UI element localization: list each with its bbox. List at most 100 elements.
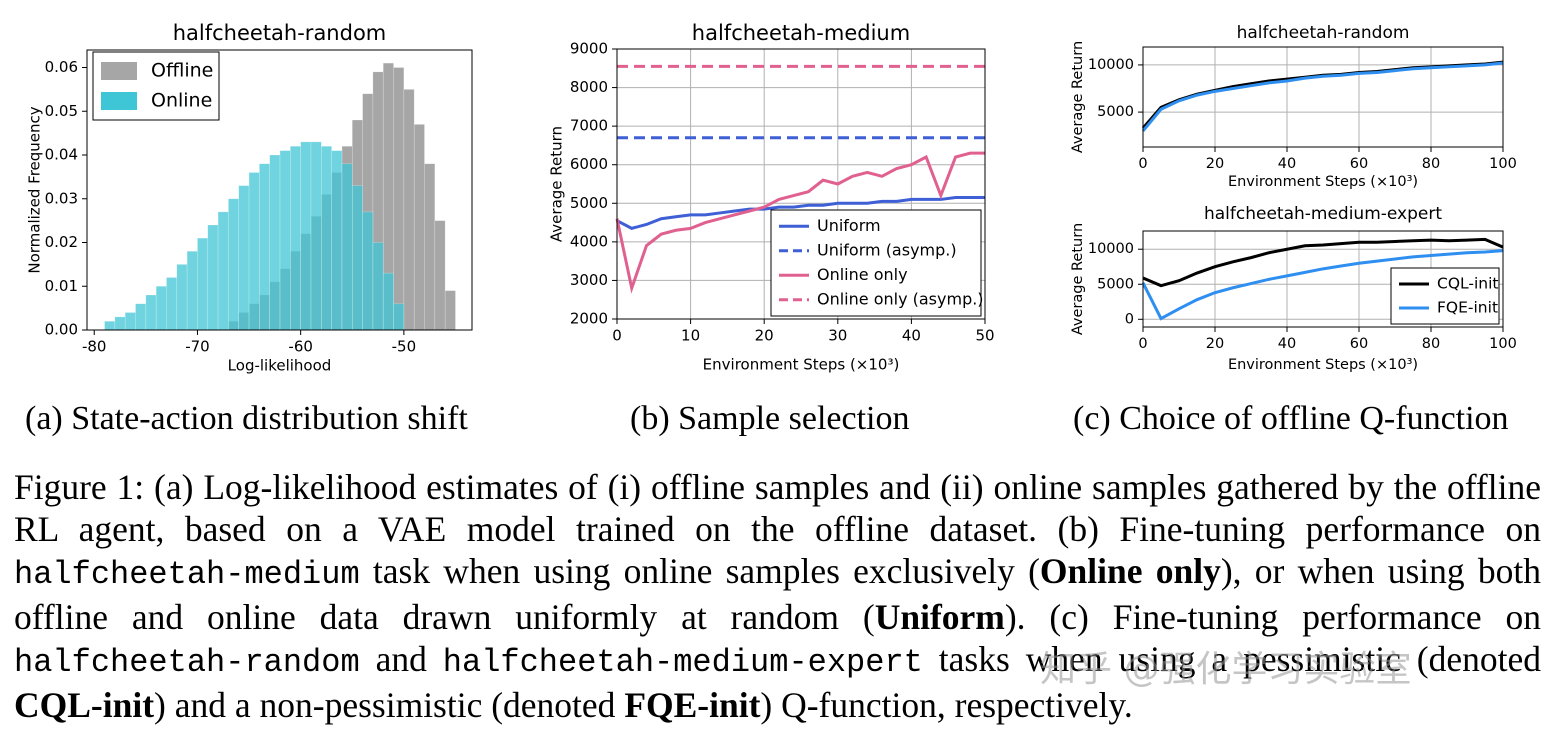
histogram-bar	[155, 285, 167, 331]
line-series	[1141, 61, 1504, 132]
histogram-bar	[424, 163, 436, 331]
y-tick-label: 10000	[1088, 57, 1134, 73]
line-series	[615, 151, 985, 294]
x-tick-label: 60	[1350, 336, 1368, 352]
legend-label: CQL-init	[1437, 275, 1499, 293]
histogram-bar	[434, 220, 446, 331]
caption-text: and	[359, 639, 443, 679]
x-axis-label: Environment Steps (×10³)	[1228, 174, 1418, 190]
histogram-bar	[372, 242, 384, 331]
y-tick-label: 0.04	[45, 146, 78, 164]
watermark: 知乎 @强化学习实验室	[1040, 649, 1412, 690]
histogram-bar	[382, 272, 394, 331]
y-tick-label: 6000	[570, 155, 608, 173]
plot-frame	[86, 49, 473, 331]
chart-title: halfcheetah-medium	[692, 21, 910, 45]
histogram-bar	[135, 303, 147, 331]
y-tick-label: 0.01	[45, 277, 78, 295]
caption-bold: CQL-init	[14, 685, 155, 725]
x-tick-label: 0	[1138, 336, 1147, 352]
line-series	[1141, 249, 1504, 321]
caption-bold: Online only	[1039, 551, 1221, 591]
histogram-bar	[207, 224, 219, 331]
y-tick-label: 4000	[570, 232, 608, 250]
caption-text: ), or when using both offline and online…	[14, 551, 1541, 637]
histogram-bar	[393, 67, 405, 331]
x-axis-label: Log-likelihood	[228, 357, 332, 375]
caption-text: Figure 1: (a) Log-likelihood estimates o…	[14, 467, 1541, 549]
x-tick-label: -60	[288, 338, 313, 356]
caption-text: task when using online samples exclusive…	[359, 551, 1040, 591]
histogram-bar	[166, 277, 178, 331]
x-tick-label: 0	[1138, 156, 1147, 172]
x-tick-label: -70	[185, 338, 210, 356]
y-tick-label: 5000	[1097, 104, 1134, 120]
y-axis-label: Average Return	[1070, 41, 1086, 153]
x-tick-label: -50	[392, 338, 417, 356]
chart-title: halfcheetah-random	[173, 21, 387, 45]
x-tick-label: 80	[1422, 156, 1440, 172]
y-tick-label: 0	[1125, 311, 1134, 327]
legend-label: Online	[151, 90, 212, 112]
x-tick-label: 100	[1489, 336, 1517, 352]
y-axis-label: Average Return	[548, 126, 566, 242]
x-tick-label: 40	[902, 327, 921, 345]
caption-bold: Uniform	[874, 597, 1005, 637]
caption-text: ) and a non-pessimistic (denoted	[154, 685, 625, 725]
x-tick-label: 10	[681, 327, 700, 345]
y-tick-label: 5000	[1097, 276, 1134, 292]
legend-label: FQE-init	[1437, 299, 1498, 317]
y-tick-label: 10000	[1088, 241, 1134, 257]
y-tick-label: 2000	[570, 310, 608, 328]
x-tick-label: 20	[1206, 156, 1224, 172]
caption-bold: FQE-init	[624, 685, 761, 725]
x-tick-label: 20	[1206, 336, 1224, 352]
chart-title: halfcheetah-medium-expert	[1204, 204, 1442, 224]
chart-title: halfcheetah-random	[1237, 23, 1410, 43]
histogram-bar	[259, 163, 270, 331]
subcaption: (c) Choice of offline Q-function	[1073, 400, 1509, 437]
histogram-bar	[331, 150, 343, 331]
histogram-bar	[217, 211, 229, 331]
histogram-bar	[393, 303, 405, 331]
x-axis-label: Environment Steps (×10³)	[703, 356, 900, 374]
legend-swatch	[101, 92, 137, 110]
y-axis-label: Normalized Frequency	[26, 106, 44, 273]
histogram-bar	[341, 163, 353, 331]
histogram-bar	[351, 185, 363, 331]
x-tick-label: 20	[755, 327, 774, 345]
plot-frame	[616, 48, 986, 320]
legend: Offline Online	[92, 51, 220, 121]
x-tick-label: 50	[975, 327, 994, 345]
x-tick-label: 100	[1489, 156, 1517, 172]
legend-label: Online only (asymp.)	[817, 289, 984, 308]
legend-label: Uniform	[817, 216, 881, 235]
histogram-bar	[124, 312, 136, 331]
histogram-bar	[238, 185, 250, 331]
line-series	[616, 196, 985, 230]
caption-text: ) Q-function, respectively.	[760, 685, 1133, 725]
x-tick-label: 30	[828, 327, 847, 345]
histogram-bar	[310, 141, 322, 331]
histogram-bar	[321, 145, 332, 331]
x-tick-label: -80	[82, 338, 107, 356]
y-tick-label: 7000	[570, 117, 608, 135]
histogram-bar	[104, 320, 116, 331]
y-tick-label: 3000	[570, 271, 608, 289]
histogram-bar	[197, 237, 209, 331]
histogram-bar	[362, 211, 374, 331]
histogram-bar	[279, 150, 291, 331]
legend-label: Uniform (asymp.)	[817, 240, 957, 259]
legend-label: Offline	[151, 60, 213, 82]
legend: CQL-init FQE-init	[1390, 267, 1500, 325]
x-tick-label: 80	[1422, 336, 1440, 352]
plot-frame	[1142, 46, 1504, 148]
histogram-bar	[145, 294, 157, 331]
histogram-bar	[444, 290, 456, 331]
histogram-bar	[186, 250, 198, 331]
y-tick-label: 0.03	[45, 189, 78, 207]
y-tick-label: 0.02	[45, 233, 78, 251]
legend-label: Online only	[817, 265, 908, 284]
y-tick-label: 9000	[570, 40, 608, 58]
